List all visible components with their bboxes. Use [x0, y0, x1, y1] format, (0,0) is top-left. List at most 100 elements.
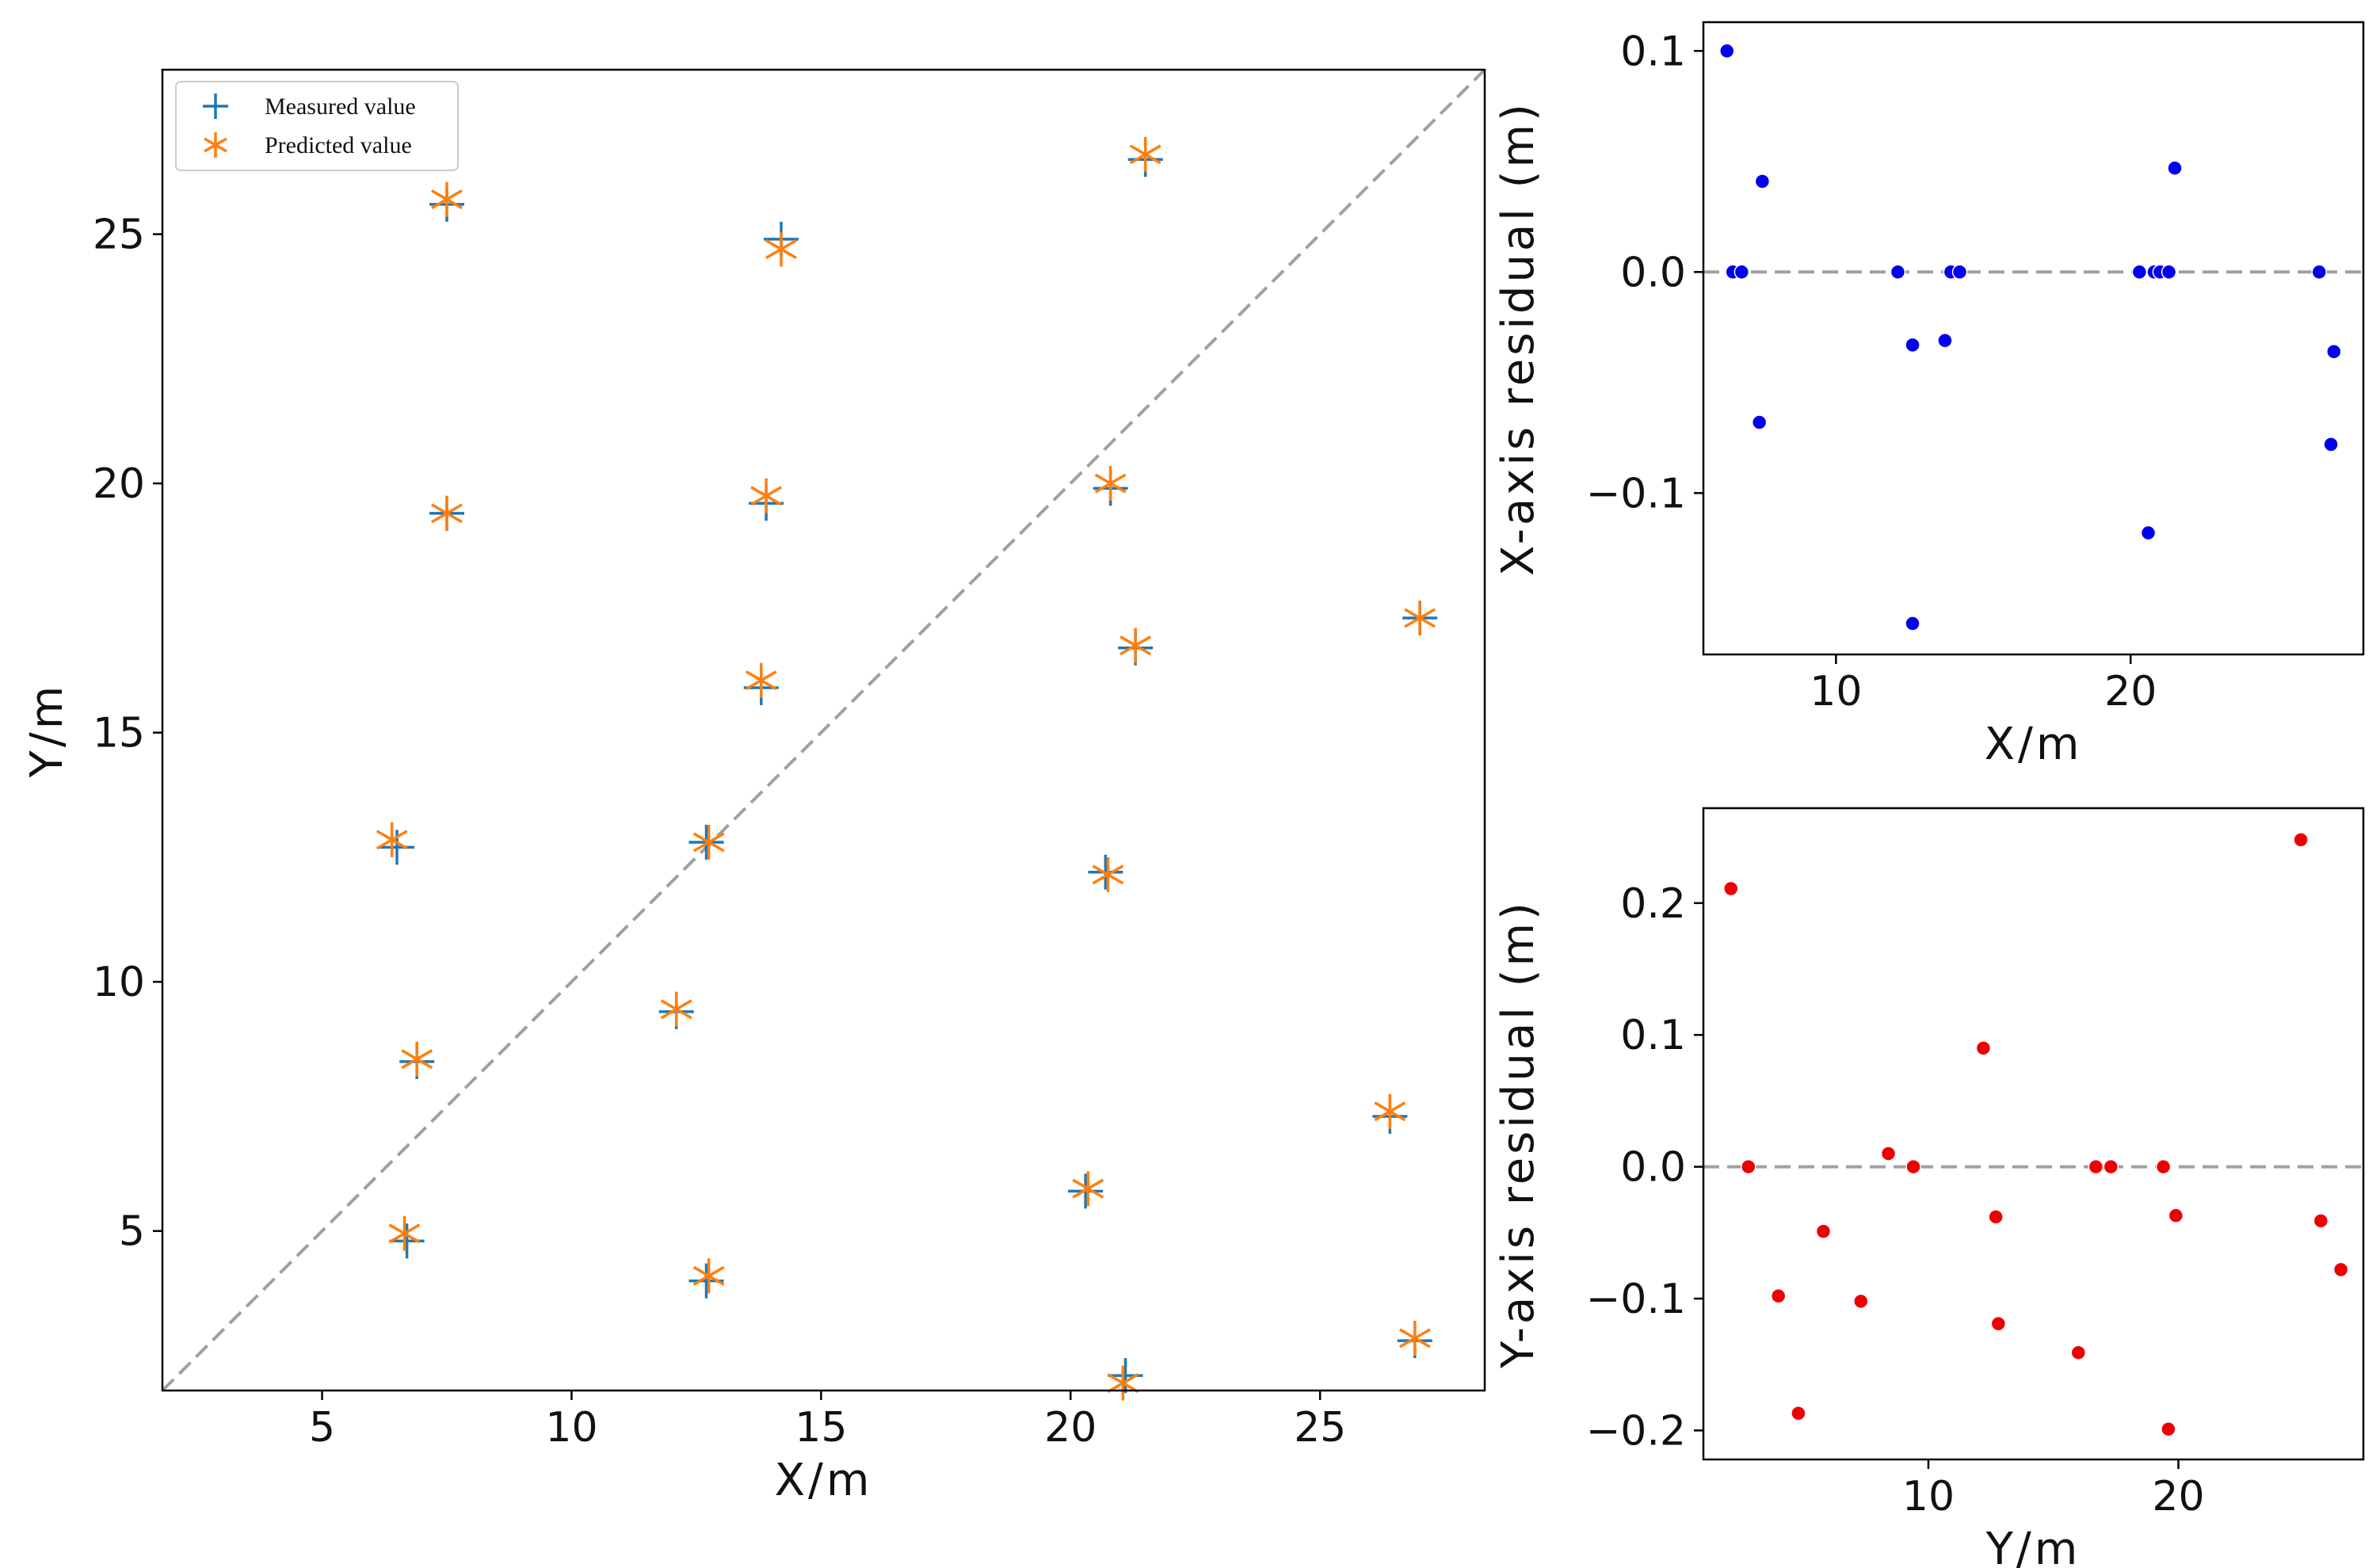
- x-axis-label: X/m: [1985, 719, 2083, 770]
- y-tick-label: 0.1: [1620, 28, 1686, 75]
- predicted-point: [692, 1258, 725, 1294]
- y-axis-label: Y/m: [21, 683, 73, 779]
- residual-point: [2161, 264, 2177, 280]
- residual-point: [1770, 1288, 1787, 1304]
- y-residual-chart: 10 20 0.2 0.1 0.0 −0.1 −0.2 Y/m Y-axis residual …: [1493, 807, 2365, 1568]
- residual-point: [1741, 1158, 1756, 1175]
- residual-point: [2323, 437, 2339, 452]
- predicted-point: [401, 1041, 433, 1077]
- y-tick-label: 20: [93, 460, 145, 508]
- predicted-point: [431, 181, 463, 217]
- residual-point: [1722, 880, 1739, 897]
- x-tick-label: 10: [1902, 1473, 1955, 1520]
- residual-point: [2311, 264, 2327, 280]
- x-tick-label: 10: [1810, 668, 1862, 715]
- y-tick-label: 10: [93, 959, 145, 1006]
- residual-point: [2088, 1158, 2104, 1175]
- legend-measured-marker: [203, 93, 228, 119]
- residual-point: [2332, 1261, 2349, 1278]
- legend-predicted-label: Predicted value: [265, 132, 412, 158]
- y-tick-label: 25: [93, 212, 145, 259]
- residual-point: [1751, 414, 1768, 430]
- x-tick-label: 20: [2152, 1473, 2204, 1520]
- predicted-point: [431, 495, 463, 531]
- x-tick-label: 5: [309, 1404, 335, 1452]
- y-tick-label: 0.2: [1620, 880, 1686, 928]
- y-tick-label: 5: [119, 1208, 145, 1256]
- residual-point: [1880, 1146, 1897, 1162]
- residual-point: [2161, 1421, 2176, 1437]
- residual-point: [1815, 1223, 1832, 1239]
- predicted-point: [1092, 856, 1124, 892]
- residual-point: [1990, 1315, 2007, 1332]
- residual-point: [2155, 1158, 2172, 1175]
- residual-point: [2103, 1158, 2119, 1175]
- y-tick-label: −0.1: [1586, 1276, 1686, 1323]
- predicted-point: [660, 991, 692, 1027]
- residual-point: [2070, 1345, 2087, 1360]
- residual-point: [1791, 1406, 1806, 1421]
- residual-point: [1890, 264, 1906, 280]
- residual-point: [2167, 160, 2183, 176]
- predicted-point: [1398, 1320, 1431, 1356]
- series-1: [1719, 43, 2342, 631]
- residual-point: [2313, 1213, 2329, 1229]
- predicted-point: [376, 822, 408, 857]
- predicted-point: [692, 824, 725, 860]
- predicted-point: [1129, 136, 1161, 172]
- x-axis-label: X/m: [775, 1455, 873, 1506]
- residual-point: [2131, 264, 2148, 280]
- main-scatter-chart: 5 10 15 20 25 5 10 15 20 25 X/m Y/m Measured value Pr…: [21, 68, 1486, 1506]
- residual-point: [2326, 343, 2342, 360]
- residual-point: [1937, 333, 1953, 349]
- plot-frame: [161, 68, 1486, 1392]
- residual-point: [1975, 1040, 1992, 1056]
- predicted-point: [765, 231, 797, 267]
- predicted-point: [1072, 1171, 1104, 1207]
- residual-point: [1905, 337, 1920, 353]
- series-1: [1722, 832, 2349, 1437]
- x-tick-label: 10: [545, 1404, 597, 1452]
- residual-point: [1754, 174, 1771, 189]
- residual-point: [1734, 264, 1750, 280]
- y-tick-label: 0.0: [1620, 249, 1686, 296]
- residual-point: [1988, 1209, 2004, 1225]
- y-tick-label: −0.2: [1586, 1407, 1686, 1455]
- predicted-point: [750, 478, 782, 513]
- legend-box: [175, 81, 459, 171]
- residual-point: [1905, 1158, 1921, 1175]
- predicted-point: [745, 662, 777, 698]
- plot-frame: [1702, 807, 2365, 1461]
- residual-point: [2168, 1207, 2184, 1223]
- legend-predicted-marker: [204, 132, 227, 158]
- residual-point: [1951, 264, 1968, 280]
- y-axis-label: Y-axis residual (m): [1493, 899, 1544, 1369]
- y-tick-label: 0.0: [1620, 1144, 1686, 1192]
- y-tick-label: 15: [93, 710, 145, 757]
- residual-point: [1719, 43, 1735, 59]
- predicted-point: [1404, 600, 1436, 636]
- predicted-point: [388, 1215, 421, 1251]
- y-tick-label: −0.1: [1586, 470, 1686, 517]
- x-tick-label: 15: [795, 1404, 847, 1452]
- legend-measured-label: Measured value: [265, 93, 416, 120]
- predicted-point: [1094, 466, 1127, 502]
- x-residual-chart: 10 20 0.1 0.0 −0.1 X/m X-axis residual (m): [1493, 21, 2365, 770]
- predicted-point: [1107, 1365, 1139, 1401]
- y-tick-label: 0.1: [1620, 1012, 1686, 1059]
- legend: Measured value Predicted value: [175, 81, 459, 171]
- plot-frame: [1702, 21, 2365, 656]
- predicted-point: [1119, 628, 1152, 663]
- series-2: [376, 136, 1436, 1401]
- residual-point: [2140, 525, 2157, 541]
- residual-point: [1905, 616, 1920, 631]
- predicted-point: [1374, 1093, 1406, 1129]
- x-tick-label: 25: [1294, 1404, 1346, 1452]
- x-tick-label: 20: [1044, 1404, 1097, 1452]
- residual-point: [1853, 1293, 1869, 1310]
- reference-line: [161, 68, 1486, 1392]
- residual-point: [2293, 832, 2309, 848]
- series-1: [380, 142, 1438, 1394]
- y-axis-label: X-axis residual (m): [1493, 101, 1544, 576]
